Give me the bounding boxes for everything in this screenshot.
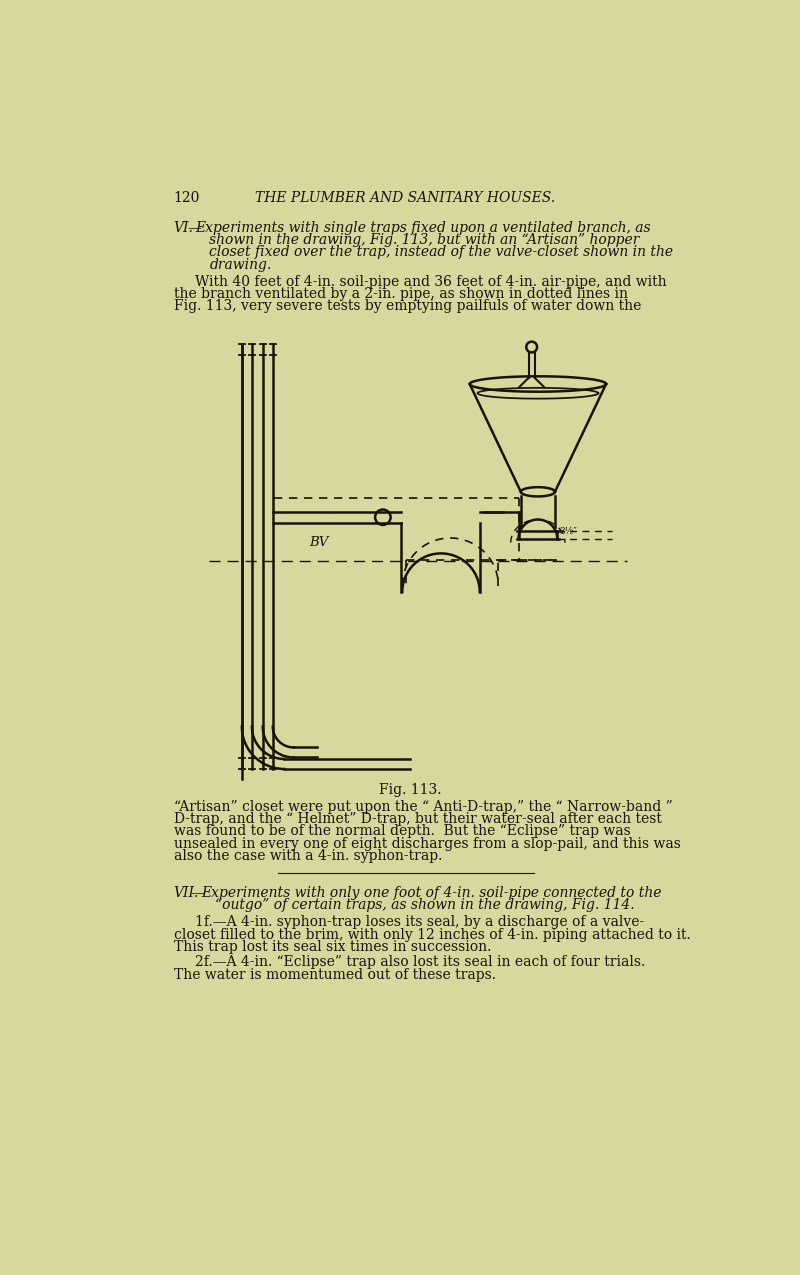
Text: “outgo” of certain traps, as shown in the drawing, Fig. 114.: “outgo” of certain traps, as shown in th… <box>215 899 635 913</box>
Text: —: — <box>187 221 202 235</box>
Text: 3½″: 3½″ <box>559 528 578 537</box>
Text: BV: BV <box>310 537 329 550</box>
Text: Experiments with single traps fixed upon a ventilated branch, as: Experiments with single traps fixed upon… <box>195 221 651 235</box>
Text: closet filled to the brim, with only 12 inches of 4-in. piping attached to it.: closet filled to the brim, with only 12 … <box>174 928 690 942</box>
Text: Fig. 113.: Fig. 113. <box>378 783 442 797</box>
Text: VI.: VI. <box>174 221 194 235</box>
Text: “Artisan” closet were put upon the “ Anti-D-trap,” the “ Narrow-band ”: “Artisan” closet were put upon the “ Ant… <box>174 799 672 813</box>
Text: 2f.—A 4-in. “Eclipse” trap also lost its seal in each of four trials.: 2f.—A 4-in. “Eclipse” trap also lost its… <box>195 955 646 969</box>
Text: closet fixed over the trap, instead of the valve-closet shown in the: closet fixed over the trap, instead of t… <box>210 245 674 259</box>
Text: D-trap, and the “ Helmet” D-trap, but their water-seal after each test: D-trap, and the “ Helmet” D-trap, but th… <box>174 812 662 826</box>
Text: Fig. 113, very severe tests by emptying pailfuls of water down the: Fig. 113, very severe tests by emptying … <box>174 300 641 314</box>
Text: 1f.—A 4-in. syphon-trap loses its seal, by a discharge of a valve-: 1f.—A 4-in. syphon-trap loses its seal, … <box>195 915 645 929</box>
Text: shown in the drawing, Fig. 113, but with an “Artisan” hopper: shown in the drawing, Fig. 113, but with… <box>210 233 640 247</box>
Text: was found to be of the normal depth.  But the “Eclipse” trap was: was found to be of the normal depth. But… <box>174 825 630 839</box>
Text: drawing.: drawing. <box>210 258 271 272</box>
Text: THE PLUMBER AND SANITARY HOUSES.: THE PLUMBER AND SANITARY HOUSES. <box>255 190 555 204</box>
Text: With 40 feet of 4-in. soil-pipe and 36 feet of 4-in. air-pipe, and with: With 40 feet of 4-in. soil-pipe and 36 f… <box>195 274 667 288</box>
Text: This trap lost its seal six times in succession.: This trap lost its seal six times in suc… <box>174 940 491 954</box>
Text: —: — <box>190 886 205 900</box>
Text: Experiments with only one foot of 4-in. soil-pipe connected to the: Experiments with only one foot of 4-in. … <box>202 886 662 900</box>
Text: unsealed in every one of eight discharges from a slop-pail, and this was: unsealed in every one of eight discharge… <box>174 836 681 850</box>
Text: also the case with a 4-in. syphon-trap.: also the case with a 4-in. syphon-trap. <box>174 849 442 863</box>
Text: 120: 120 <box>174 190 200 204</box>
Text: the branch ventilated by a 2-in. pipe, as shown in dotted lines in: the branch ventilated by a 2-in. pipe, a… <box>174 287 628 301</box>
Text: The water is momentumed out of these traps.: The water is momentumed out of these tra… <box>174 968 496 982</box>
Text: VII.: VII. <box>174 886 199 900</box>
